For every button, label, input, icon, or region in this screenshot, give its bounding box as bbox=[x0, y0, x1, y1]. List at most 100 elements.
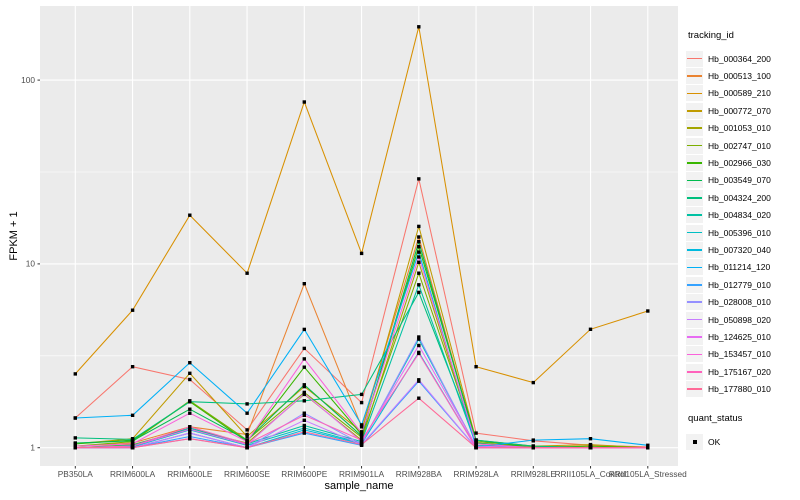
legend-item-Hb_012779_010: Hb_012779_010 bbox=[686, 276, 798, 293]
legend-item-label: Hb_007320_040 bbox=[708, 244, 771, 255]
data-point bbox=[302, 426, 306, 430]
data-point bbox=[302, 399, 306, 403]
legend-item-label: Hb_002747_010 bbox=[708, 140, 771, 151]
legend-key-line-icon bbox=[686, 294, 703, 311]
legend-item-Hb_001053_010: Hb_001053_010 bbox=[686, 120, 798, 137]
data-point bbox=[417, 255, 421, 259]
data-point bbox=[302, 418, 306, 422]
data-point bbox=[359, 442, 364, 447]
data-point bbox=[73, 372, 77, 376]
data-point bbox=[417, 250, 421, 254]
legend-key-line-icon bbox=[686, 241, 703, 258]
data-point bbox=[188, 411, 192, 415]
data-point bbox=[245, 432, 249, 437]
legend-item-Hb_004834_020: Hb_004834_020 bbox=[686, 207, 798, 224]
legend-item-label: Hb_004834_020 bbox=[708, 210, 771, 221]
legend-item-Hb_153457_010: Hb_153457_010 bbox=[686, 346, 798, 363]
legend-title-tracking-id: tracking_id bbox=[688, 30, 734, 41]
legend-key-line-icon bbox=[686, 346, 703, 363]
legend-item-label: Hb_124625_010 bbox=[708, 331, 771, 342]
data-point bbox=[417, 283, 421, 287]
x-tick-label: RRII105LA_Control bbox=[555, 469, 627, 479]
legend-item-label: Hb_003549_070 bbox=[708, 175, 771, 186]
data-point bbox=[417, 224, 421, 229]
data-point bbox=[588, 446, 593, 450]
legend-key-line-icon bbox=[686, 276, 703, 293]
data-point bbox=[417, 25, 421, 29]
data-point bbox=[188, 361, 192, 365]
data-point bbox=[302, 100, 306, 104]
data-point bbox=[188, 371, 192, 375]
data-point bbox=[531, 380, 535, 385]
data-point bbox=[302, 327, 306, 332]
x-tick-label: RRIM928LE bbox=[511, 469, 557, 479]
data-point bbox=[588, 327, 593, 331]
data-point bbox=[417, 177, 421, 181]
legend-item-label: Hb_001053_010 bbox=[708, 123, 771, 134]
legend-item-label: Hb_002966_030 bbox=[708, 158, 771, 169]
data-point bbox=[73, 446, 77, 450]
data-point bbox=[531, 446, 535, 450]
data-point bbox=[417, 240, 421, 244]
legend-key-line-icon bbox=[686, 172, 703, 189]
data-point bbox=[188, 213, 192, 217]
data-point bbox=[302, 428, 306, 432]
data-point bbox=[417, 378, 421, 382]
data-point bbox=[646, 309, 650, 313]
x-tick-label: RRIM600PE bbox=[281, 469, 328, 479]
legend-key-line-icon bbox=[686, 189, 703, 206]
y-axis-title: FPKM + 1 bbox=[8, 211, 20, 261]
data-point bbox=[245, 271, 249, 275]
data-point bbox=[474, 431, 478, 435]
legend-key-line-icon bbox=[686, 207, 703, 224]
legend-item-Hb_000513_100: Hb_000513_100 bbox=[686, 67, 798, 85]
data-points bbox=[73, 25, 650, 450]
legend-item-label: Hb_175167_020 bbox=[708, 366, 771, 377]
x-tick-label: RRII105LA_Stressed bbox=[609, 469, 687, 479]
data-point bbox=[188, 425, 192, 429]
data-point bbox=[417, 351, 421, 356]
legend-item-Hb_050898_020: Hb_050898_020 bbox=[686, 311, 798, 328]
data-point bbox=[359, 425, 364, 429]
legend-key-line-icon bbox=[686, 328, 703, 345]
legend-key-line-icon bbox=[686, 259, 703, 276]
data-point bbox=[188, 377, 192, 382]
legend-item-label: Hb_028008_010 bbox=[708, 297, 771, 308]
data-point bbox=[245, 434, 249, 439]
legend-item-label: Hb_000589_210 bbox=[708, 88, 771, 99]
legend-item-label: Hb_012779_010 bbox=[708, 279, 771, 290]
legend-item-quant-ok: OK bbox=[686, 433, 798, 450]
data-point bbox=[188, 434, 192, 439]
legend-item-Hb_000589_210: Hb_000589_210 bbox=[686, 85, 798, 102]
data-point bbox=[646, 446, 650, 450]
x-tick-label: PB350LA bbox=[58, 469, 94, 479]
legend-item-label: Hb_000364_200 bbox=[708, 53, 771, 64]
legend-item-Hb_002966_030: Hb_002966_030 bbox=[686, 154, 798, 172]
data-point bbox=[417, 343, 421, 348]
data-point bbox=[417, 271, 421, 275]
data-point bbox=[245, 446, 249, 450]
legend-item-label: Hb_153457_010 bbox=[708, 349, 771, 360]
legend-key-line-icon bbox=[686, 50, 703, 67]
legend-item-label: Hb_011214_120 bbox=[708, 262, 771, 273]
panel-background bbox=[40, 6, 678, 466]
data-point bbox=[646, 443, 650, 447]
data-point bbox=[245, 439, 249, 444]
data-point bbox=[302, 282, 306, 286]
legend-key-line-icon bbox=[686, 120, 703, 137]
legend-item-label: Hb_177880_010 bbox=[708, 384, 771, 395]
legend-item-label: Hb_000513_100 bbox=[708, 71, 771, 82]
legend-item-label: Hb_004324_200 bbox=[708, 192, 771, 203]
data-point bbox=[188, 400, 192, 404]
data-point bbox=[359, 392, 364, 397]
x-tick-label: RRIM928BA bbox=[396, 469, 443, 479]
legend-item-Hb_005396_010: Hb_005396_010 bbox=[686, 224, 798, 241]
legend-item-label: Hb_050898_020 bbox=[708, 314, 771, 325]
legend-key-line-icon bbox=[686, 102, 703, 119]
data-point bbox=[73, 436, 77, 440]
data-point bbox=[130, 446, 135, 450]
legend-item-label: Hb_005396_010 bbox=[708, 227, 771, 238]
data-point bbox=[130, 308, 135, 312]
data-point bbox=[417, 335, 421, 339]
